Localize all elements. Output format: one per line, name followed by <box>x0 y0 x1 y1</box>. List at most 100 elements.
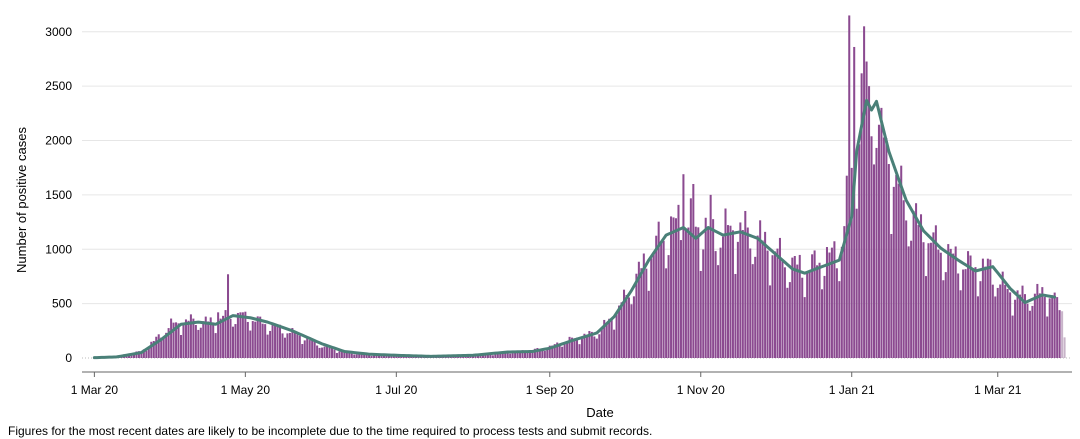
bar <box>880 107 883 359</box>
bar <box>746 227 749 358</box>
bar <box>140 351 143 358</box>
bar <box>697 227 700 358</box>
bar <box>855 208 858 358</box>
bar <box>608 318 611 358</box>
bar <box>212 322 215 358</box>
bar <box>764 231 767 358</box>
bar <box>674 218 678 358</box>
bar <box>152 341 155 358</box>
bar <box>580 339 583 358</box>
bar <box>239 312 242 358</box>
bar <box>167 328 170 358</box>
bar <box>227 274 230 358</box>
x-axis: 1 Mar 20 1 May 20 1 Jul 20 1 Sep 20 1 Nov 20… <box>71 372 1022 397</box>
bar <box>823 275 826 358</box>
bar <box>568 336 571 358</box>
bar <box>578 344 581 358</box>
bar <box>751 264 754 358</box>
bar <box>499 352 502 358</box>
bar <box>929 242 932 358</box>
bar <box>358 353 361 358</box>
bar <box>999 284 1002 358</box>
bar <box>575 337 579 358</box>
bar <box>259 316 262 358</box>
bar <box>702 249 705 358</box>
bar <box>571 337 574 358</box>
bar <box>521 350 524 358</box>
bar <box>934 225 937 358</box>
bar <box>303 340 306 358</box>
bar <box>217 312 220 358</box>
bar <box>1053 292 1056 358</box>
bar <box>281 333 284 358</box>
bar <box>172 322 175 358</box>
bar <box>850 167 853 358</box>
bar <box>818 262 821 358</box>
bar <box>170 318 173 358</box>
bar <box>162 338 165 358</box>
bar <box>670 216 673 358</box>
bar <box>561 346 564 358</box>
bar <box>912 210 915 358</box>
bar <box>994 296 997 358</box>
bar <box>1061 311 1064 358</box>
bar <box>526 352 529 358</box>
bar <box>620 302 623 358</box>
bar <box>791 257 794 358</box>
bar <box>541 348 544 358</box>
bar <box>524 351 527 358</box>
bar <box>583 333 586 358</box>
bar <box>736 241 739 358</box>
bar <box>338 351 341 358</box>
bar <box>506 352 509 358</box>
bar <box>283 337 286 358</box>
bar <box>593 336 596 358</box>
bar <box>825 247 828 358</box>
bar <box>590 331 593 358</box>
bar <box>345 351 348 358</box>
bar <box>722 236 725 358</box>
bar <box>942 280 945 358</box>
bar <box>484 354 487 358</box>
bar <box>984 266 987 358</box>
bar <box>491 355 494 358</box>
bar <box>860 73 863 358</box>
bar <box>340 351 343 358</box>
bar <box>160 337 163 358</box>
bar <box>944 272 947 358</box>
bar <box>962 269 965 358</box>
bar <box>922 242 925 358</box>
bar <box>318 347 321 358</box>
bar <box>974 267 977 358</box>
bar <box>224 310 227 358</box>
bar <box>264 324 267 358</box>
bar <box>1041 287 1044 358</box>
bar <box>382 355 385 358</box>
bar <box>1014 299 1017 358</box>
bar <box>989 259 992 358</box>
bar <box>274 325 277 358</box>
bar <box>682 174 685 358</box>
bar <box>900 165 903 358</box>
bar <box>949 248 952 358</box>
bar <box>165 332 168 358</box>
bar <box>665 268 668 358</box>
bar <box>538 349 541 358</box>
bar <box>558 345 561 358</box>
bar <box>890 233 893 358</box>
bar <box>207 321 210 358</box>
bar <box>964 269 967 358</box>
bar <box>489 354 492 358</box>
bar <box>363 354 366 358</box>
bar <box>229 318 232 358</box>
bar <box>476 355 480 358</box>
bar <box>689 198 692 358</box>
bar <box>202 321 205 358</box>
bar <box>786 287 789 358</box>
bar <box>504 352 507 358</box>
bar <box>694 226 697 358</box>
bar <box>650 258 653 358</box>
bar <box>630 304 633 358</box>
bar <box>1058 310 1061 358</box>
bar <box>821 289 824 358</box>
